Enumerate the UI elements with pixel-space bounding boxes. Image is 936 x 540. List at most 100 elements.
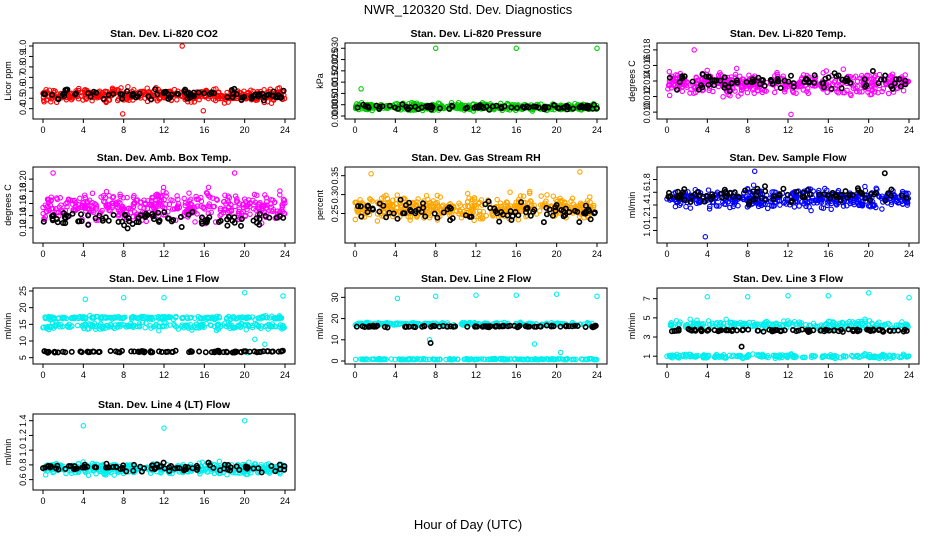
data-point bbox=[764, 205, 771, 212]
data-point bbox=[892, 76, 899, 83]
data-point bbox=[415, 196, 421, 202]
data-point bbox=[759, 77, 766, 84]
data-point bbox=[221, 100, 228, 106]
data-point bbox=[247, 211, 253, 218]
series-1 bbox=[354, 101, 600, 113]
x-tick-label: 12 bbox=[783, 249, 793, 259]
data-point bbox=[378, 356, 385, 363]
data-point bbox=[245, 323, 252, 330]
series-1 bbox=[40, 208, 287, 232]
data-point bbox=[545, 356, 552, 363]
data-point bbox=[89, 190, 96, 197]
data-point bbox=[824, 202, 831, 209]
data-point bbox=[112, 322, 119, 328]
data-point bbox=[256, 221, 263, 228]
data-point bbox=[352, 356, 359, 363]
data-point bbox=[756, 201, 762, 207]
x-tick-label: 0 bbox=[664, 125, 669, 135]
y-tick-label: 1.0 bbox=[18, 444, 28, 457]
y-tick-label: 0.018 bbox=[642, 39, 652, 62]
data-point bbox=[692, 354, 699, 360]
series-0 bbox=[664, 168, 912, 240]
data-point bbox=[93, 206, 99, 212]
data-point bbox=[119, 218, 126, 225]
data-point bbox=[865, 203, 872, 209]
data-point bbox=[876, 194, 883, 200]
x-tick-label: 8 bbox=[745, 125, 750, 135]
data-point bbox=[667, 353, 673, 360]
data-point bbox=[100, 323, 106, 329]
data-point bbox=[265, 321, 272, 328]
data-point bbox=[480, 208, 487, 215]
data-point bbox=[435, 100, 442, 106]
data-point bbox=[853, 197, 860, 203]
y-axis-label: ml/min bbox=[3, 439, 13, 466]
x-tick-label: 16 bbox=[823, 125, 833, 135]
data-point bbox=[69, 201, 76, 207]
data-point bbox=[142, 324, 148, 331]
data-point bbox=[186, 190, 192, 196]
data-point bbox=[117, 193, 124, 200]
data-point bbox=[116, 349, 123, 356]
data-point bbox=[420, 356, 427, 362]
data-point bbox=[809, 195, 816, 201]
data-point bbox=[902, 81, 909, 88]
data-point bbox=[733, 353, 739, 360]
data-point bbox=[540, 219, 547, 226]
data-point bbox=[801, 201, 807, 207]
data-point bbox=[241, 196, 248, 202]
x-tick-label: 4 bbox=[393, 249, 398, 259]
data-point bbox=[531, 103, 538, 110]
data-point bbox=[666, 74, 673, 81]
x-tick-label: 8 bbox=[121, 249, 126, 259]
data-point bbox=[262, 341, 268, 348]
data-point bbox=[163, 190, 169, 196]
y-tick-label: 20 bbox=[18, 303, 28, 313]
data-point bbox=[468, 213, 475, 220]
data-point bbox=[789, 326, 796, 333]
data-point bbox=[557, 349, 564, 356]
data-point bbox=[566, 209, 573, 216]
data-point bbox=[191, 99, 198, 105]
data-point bbox=[280, 214, 287, 221]
y-tick-label: 0.014 bbox=[642, 70, 652, 93]
x-tick-label: 16 bbox=[511, 249, 521, 259]
data-point bbox=[576, 219, 583, 226]
data-point bbox=[82, 296, 89, 303]
data-point bbox=[43, 209, 50, 215]
data-point bbox=[180, 315, 187, 321]
data-point bbox=[543, 204, 550, 211]
x-tick-label: 20 bbox=[552, 370, 562, 380]
data-point bbox=[426, 337, 433, 343]
data-point bbox=[582, 323, 589, 330]
data-point bbox=[119, 111, 126, 117]
data-point bbox=[828, 85, 835, 92]
data-point bbox=[227, 325, 233, 332]
data-point bbox=[90, 94, 97, 101]
data-point bbox=[860, 353, 867, 359]
data-point bbox=[444, 323, 451, 330]
data-point bbox=[235, 210, 242, 216]
x-tick-label: 20 bbox=[864, 249, 874, 259]
data-point bbox=[218, 211, 225, 217]
data-point bbox=[90, 348, 97, 355]
data-point bbox=[861, 320, 868, 326]
data-point bbox=[432, 45, 439, 52]
data-point bbox=[811, 353, 817, 360]
data-point bbox=[750, 196, 757, 203]
data-point bbox=[381, 323, 388, 330]
data-point bbox=[709, 322, 716, 328]
data-point bbox=[796, 319, 803, 325]
data-point bbox=[865, 290, 872, 296]
data-point bbox=[93, 202, 99, 208]
data-point bbox=[171, 321, 177, 328]
data-point bbox=[40, 324, 47, 330]
data-point bbox=[523, 103, 530, 110]
data-point bbox=[675, 326, 682, 333]
data-point bbox=[903, 327, 910, 334]
data-point bbox=[562, 212, 569, 219]
y-axis-label: percent bbox=[315, 189, 325, 220]
data-point bbox=[594, 293, 600, 300]
data-point bbox=[770, 196, 777, 203]
data-point bbox=[483, 323, 490, 330]
